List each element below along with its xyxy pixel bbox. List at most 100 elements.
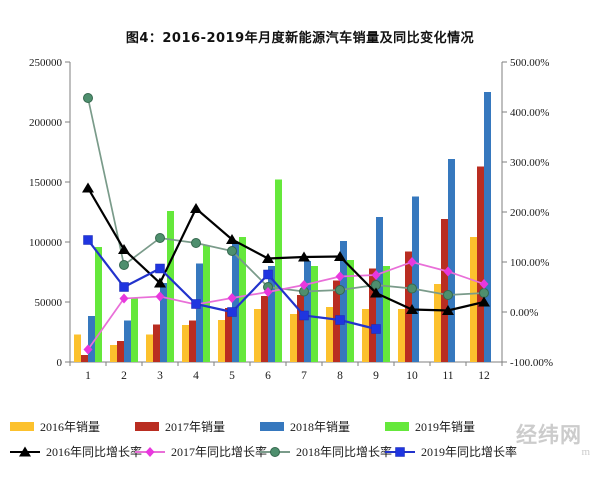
legend-label-2019-growth: 2019年同比增长率 [421, 445, 518, 459]
legend-marker-svg [260, 446, 290, 457]
bar [484, 92, 491, 362]
left-axis-tick-label: 250000 [29, 57, 63, 69]
bar [470, 237, 477, 362]
square-marker-icon [395, 446, 405, 457]
legend-label-2016-sales: 2016年销量 [40, 420, 101, 434]
legend-item-2019-growth: 2019年同比增长率 [385, 439, 518, 464]
x-axis-category-label: 12 [478, 370, 490, 382]
bar [74, 334, 81, 362]
legend-item-2016-sales: 2016年销量 [10, 414, 135, 439]
watermark-suffix: m [581, 446, 590, 458]
x-axis-category-label: 7 [301, 370, 307, 382]
circle-marker-icon [119, 260, 129, 270]
diamond-marker-icon [227, 293, 237, 303]
square-marker-icon [191, 299, 201, 309]
triangle-marker-icon [406, 304, 418, 314]
diamond-marker-icon [407, 257, 417, 267]
x-axis-category-label: 1 [85, 370, 91, 382]
legend-swatch-2018-sales [260, 422, 284, 431]
right-axis-tick-label: -100.00% [510, 357, 553, 369]
bar [362, 309, 369, 362]
bar [232, 242, 239, 362]
diamond-marker-icon [299, 280, 309, 290]
triangle-marker-icon [442, 305, 454, 315]
bar [347, 260, 354, 362]
legend-marker-svg [10, 446, 40, 456]
right-axis-tick-label: 400.00% [510, 107, 549, 119]
triangle-marker-icon [190, 203, 202, 213]
legend-item-2017-growth: 2017年同比增长率 [135, 439, 267, 464]
legend-marker-diamond-icon [135, 446, 165, 458]
bar [189, 320, 196, 362]
watermark: 经纬网 [516, 423, 582, 447]
right-axis-tick-label: 500.00% [510, 57, 549, 69]
square-marker-icon [335, 315, 345, 325]
legend-marker-circle-icon [260, 446, 290, 458]
bars-2016年销量 [74, 237, 477, 362]
right-axis-tick-label: 200.00% [510, 207, 549, 219]
bar [275, 179, 282, 362]
diamond-marker-icon [371, 270, 381, 280]
bar [311, 266, 318, 362]
square-marker-icon [83, 235, 93, 245]
square-marker-icon [119, 282, 129, 292]
axes: 0 50000 100000 150000 200000 250000 -100.00% 0.… [29, 57, 553, 382]
x-axis-category-label: 6 [265, 370, 271, 382]
x-axis-category-label: 2 [121, 370, 127, 382]
square-marker-icon [371, 324, 381, 334]
x-axis-category-label: 3 [157, 370, 163, 382]
legend: 2016年销量 2017年销量 2018年销量 2019年销量 2016年同比增… [10, 414, 594, 464]
square-marker-icon [299, 310, 309, 321]
bar [131, 298, 138, 362]
triangle-marker-icon [82, 182, 94, 193]
legend-label-2018-growth: 2018年同比增长率 [296, 445, 393, 459]
diamond-marker-icon [83, 344, 93, 355]
diamond-marker-icon [443, 266, 453, 277]
legend-label-2018-sales: 2018年销量 [290, 420, 351, 434]
legend-marker-svg [385, 446, 415, 457]
legend-marker-square-icon [385, 446, 415, 458]
diamond-marker-icon [155, 291, 165, 302]
bar [117, 340, 124, 362]
bar [268, 266, 275, 362]
bar [326, 306, 333, 362]
line-2016年同比增长率 [82, 182, 490, 315]
right-axis-tick-label: 300.00% [510, 157, 549, 169]
circle-marker-icon [227, 246, 237, 256]
triangle-marker-icon [478, 296, 490, 307]
line-2017年同比增长率 [83, 257, 489, 355]
square-marker-icon [263, 269, 273, 280]
triangle-marker-icon [262, 253, 274, 263]
circle-marker-icon [479, 288, 489, 298]
legend-marker-triangle-icon [10, 446, 40, 458]
legend-swatch-2017-sales [135, 422, 159, 431]
bar [340, 240, 347, 362]
bar [297, 294, 304, 362]
legend-item-2019-sales: 2019年销量 [385, 414, 515, 439]
circle-marker-icon [191, 238, 201, 248]
legend-item-2018-growth: 2018年同比增长率 [260, 439, 392, 464]
triangle-marker-icon [370, 287, 382, 298]
bar [182, 324, 189, 362]
circle-marker-icon [270, 446, 280, 457]
bar [376, 216, 383, 362]
bar [398, 309, 405, 362]
triangle-marker-icon [19, 446, 31, 456]
legend-label-2016-growth: 2016年同比增长率 [46, 445, 143, 459]
bar [434, 284, 441, 362]
bar [290, 314, 297, 362]
legend-swatch-2019-sales [385, 422, 409, 431]
legend-marker-svg [135, 446, 165, 457]
diamond-marker-icon [145, 446, 155, 457]
diamond-marker-icon [119, 293, 129, 304]
bar [448, 159, 455, 362]
left-axis-tick-label: 200000 [29, 117, 63, 129]
bars-2018年销量 [88, 92, 491, 362]
triangle-marker-icon [298, 251, 310, 262]
bar [124, 320, 131, 362]
legend-label-2017-growth: 2017年同比增长率 [171, 445, 268, 459]
left-axis-tick-label: 100000 [29, 237, 63, 249]
bar [477, 166, 484, 362]
line-2019年同比增长率 [83, 235, 381, 334]
left-axis-tick-label: 150000 [29, 177, 63, 189]
